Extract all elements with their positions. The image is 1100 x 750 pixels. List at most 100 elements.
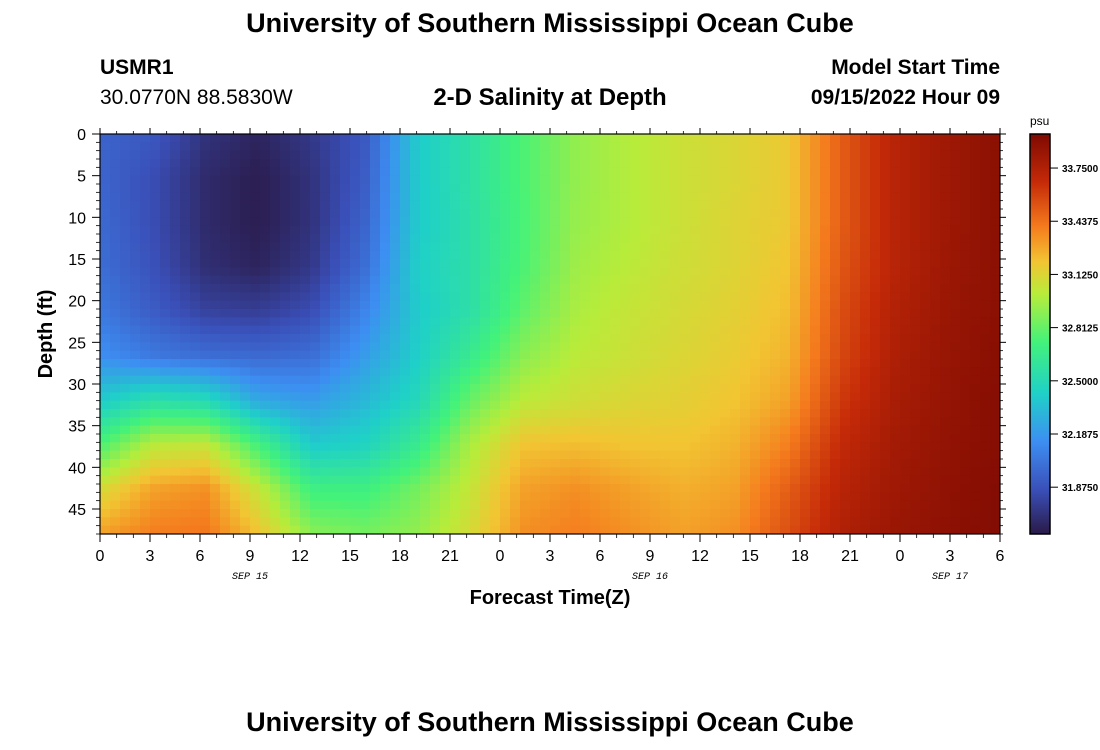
heatmap-cell xyxy=(300,150,311,160)
heatmap-cell xyxy=(470,450,481,460)
heatmap-cell xyxy=(870,234,881,243)
heatmap-cell xyxy=(610,225,621,235)
heatmap-cell xyxy=(730,425,741,435)
heatmap-cell xyxy=(200,525,211,534)
heatmap-cell xyxy=(830,250,841,260)
heatmap-cell xyxy=(160,417,171,427)
heatmap-cell xyxy=(130,350,141,360)
heatmap-cell xyxy=(220,525,231,534)
heatmap-cell xyxy=(730,142,741,152)
heatmap-cell xyxy=(400,384,411,393)
heatmap-cell xyxy=(670,425,681,435)
heatmap-cell xyxy=(200,175,211,185)
heatmap-cell xyxy=(350,375,361,385)
heatmap-cell xyxy=(450,475,461,485)
heatmap-cell xyxy=(910,242,921,252)
heatmap-cell xyxy=(920,134,931,143)
heatmap-cell xyxy=(460,359,471,368)
heatmap-cell xyxy=(510,475,521,485)
heatmap-cell xyxy=(170,134,181,143)
heatmap-cell xyxy=(870,425,881,435)
heatmap-cell xyxy=(580,425,591,435)
heatmap-cell xyxy=(140,517,151,527)
heatmap-cell xyxy=(150,525,161,534)
heatmap-cell xyxy=(980,517,991,527)
heatmap-cell xyxy=(520,525,531,534)
heatmap-cell xyxy=(230,509,241,518)
heatmap-cell xyxy=(230,325,241,335)
heatmap-cell xyxy=(790,425,801,435)
heatmap-cell xyxy=(730,375,741,385)
heatmap-cell xyxy=(720,167,731,177)
heatmap-cell xyxy=(570,350,581,360)
heatmap-cell xyxy=(410,442,421,452)
heatmap-cell xyxy=(460,509,471,518)
heatmap-cell xyxy=(860,517,871,527)
heatmap-cell xyxy=(220,159,231,168)
heatmap-cell xyxy=(550,525,561,534)
heatmap-cell xyxy=(970,217,981,227)
heatmap-cell xyxy=(630,217,641,227)
heatmap-cell xyxy=(990,184,1000,193)
heatmap-cell xyxy=(930,292,941,302)
heatmap-cell xyxy=(220,484,231,493)
heatmap-cell xyxy=(530,192,541,202)
heatmap-cell xyxy=(310,367,321,377)
heatmap-cell xyxy=(950,309,961,318)
heatmap-cell xyxy=(770,484,781,493)
heatmap-cell xyxy=(670,392,681,402)
heatmap-cell xyxy=(700,425,711,435)
heatmap-cell xyxy=(660,300,671,310)
heatmap-cell xyxy=(260,217,271,227)
heatmap-cell xyxy=(490,134,501,143)
heatmap-cell xyxy=(530,334,541,343)
heatmap-cell xyxy=(920,325,931,335)
heatmap-cell xyxy=(390,334,401,343)
heatmap-cell xyxy=(330,259,341,268)
heatmap-cell xyxy=(760,350,771,360)
heatmap-cell xyxy=(200,517,211,527)
heatmap-cell xyxy=(370,342,381,352)
heatmap-cell xyxy=(520,484,531,493)
heatmap-cell xyxy=(880,467,891,477)
heatmap-cell xyxy=(150,259,161,268)
heatmap-cell xyxy=(770,317,781,327)
heatmap-cell xyxy=(480,384,491,393)
heatmap-cell xyxy=(570,417,581,427)
heatmap-cell xyxy=(100,259,111,268)
heatmap-cell xyxy=(580,509,591,518)
heatmap-cell xyxy=(360,409,371,418)
colorbar-tick-label: 33.4375 xyxy=(1062,217,1099,228)
heatmap-cell xyxy=(510,209,521,218)
heatmap-cell xyxy=(450,167,461,177)
heatmap-cell xyxy=(260,484,271,493)
heatmap-cell xyxy=(240,334,251,343)
heatmap-cell xyxy=(650,292,661,302)
heatmap-cell xyxy=(870,134,881,143)
heatmap-cell xyxy=(680,492,691,502)
heatmap-cell xyxy=(170,367,181,377)
heatmap-cell xyxy=(440,159,451,168)
heatmap-cell xyxy=(250,184,261,193)
heatmap-cell xyxy=(690,334,701,343)
heatmap-cell xyxy=(170,517,181,527)
heatmap-cell xyxy=(930,150,941,160)
heatmap-cell xyxy=(530,292,541,302)
heatmap-cell xyxy=(800,484,811,493)
heatmap-cell xyxy=(800,200,811,210)
heatmap-cell xyxy=(720,300,731,310)
heatmap-cell xyxy=(290,234,301,243)
heatmap-cell xyxy=(120,375,131,385)
x-tick-label: 0 xyxy=(896,548,905,565)
heatmap-cell xyxy=(770,142,781,152)
heatmap-cell xyxy=(720,209,731,218)
heatmap-cell xyxy=(860,159,871,168)
heatmap-cell xyxy=(620,184,631,193)
heatmap-cell xyxy=(260,359,271,368)
heatmap-cell xyxy=(930,409,941,418)
heatmap-cell xyxy=(370,159,381,168)
heatmap-cell xyxy=(270,267,281,277)
heatmap-cell xyxy=(780,142,791,152)
heatmap-cell xyxy=(960,184,971,193)
heatmap-cell xyxy=(310,300,321,310)
